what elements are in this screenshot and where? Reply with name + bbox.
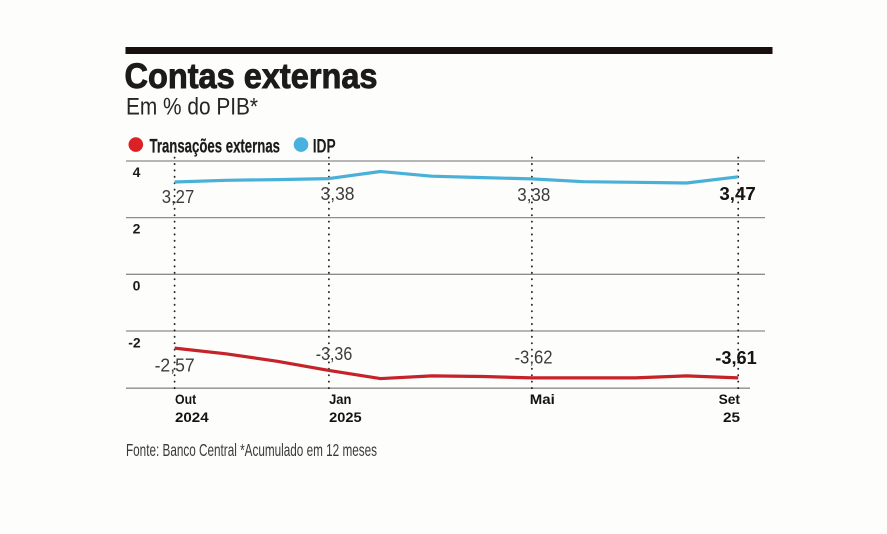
svg-text:-2: -2 [128, 334, 141, 350]
svg-text:2024: 2024 [175, 409, 209, 425]
svg-text:Transações externas: Transações externas [150, 135, 281, 157]
svg-text:Out: Out [175, 391, 196, 407]
svg-text:Fonte: Banco Central *Acumulad: Fonte: Banco Central *Acumulado em 12 me… [126, 440, 377, 460]
svg-text:-2,57: -2,57 [155, 355, 195, 375]
svg-text:Set: Set [719, 391, 741, 407]
svg-text:2025: 2025 [329, 409, 362, 425]
svg-text:3,38: 3,38 [321, 184, 355, 204]
svg-text:25: 25 [723, 409, 740, 425]
svg-text:3,47: 3,47 [719, 184, 756, 204]
svg-text:3,38: 3,38 [517, 185, 550, 205]
svg-text:Contas externas: Contas externas [125, 57, 378, 96]
svg-text:4: 4 [133, 164, 141, 180]
svg-text:3,27: 3,27 [162, 187, 195, 207]
svg-text:-3,36: -3,36 [316, 344, 353, 364]
svg-text:-3,61: -3,61 [715, 348, 757, 368]
svg-text:IDP: IDP [313, 135, 336, 157]
svg-text:-3,62: -3,62 [515, 348, 553, 368]
svg-text:Em % do PIB*: Em % do PIB* [126, 94, 258, 121]
svg-text:Mai: Mai [530, 391, 555, 407]
svg-text:Jan: Jan [329, 391, 351, 407]
svg-text:0: 0 [133, 277, 141, 293]
svg-text:2: 2 [133, 221, 141, 237]
